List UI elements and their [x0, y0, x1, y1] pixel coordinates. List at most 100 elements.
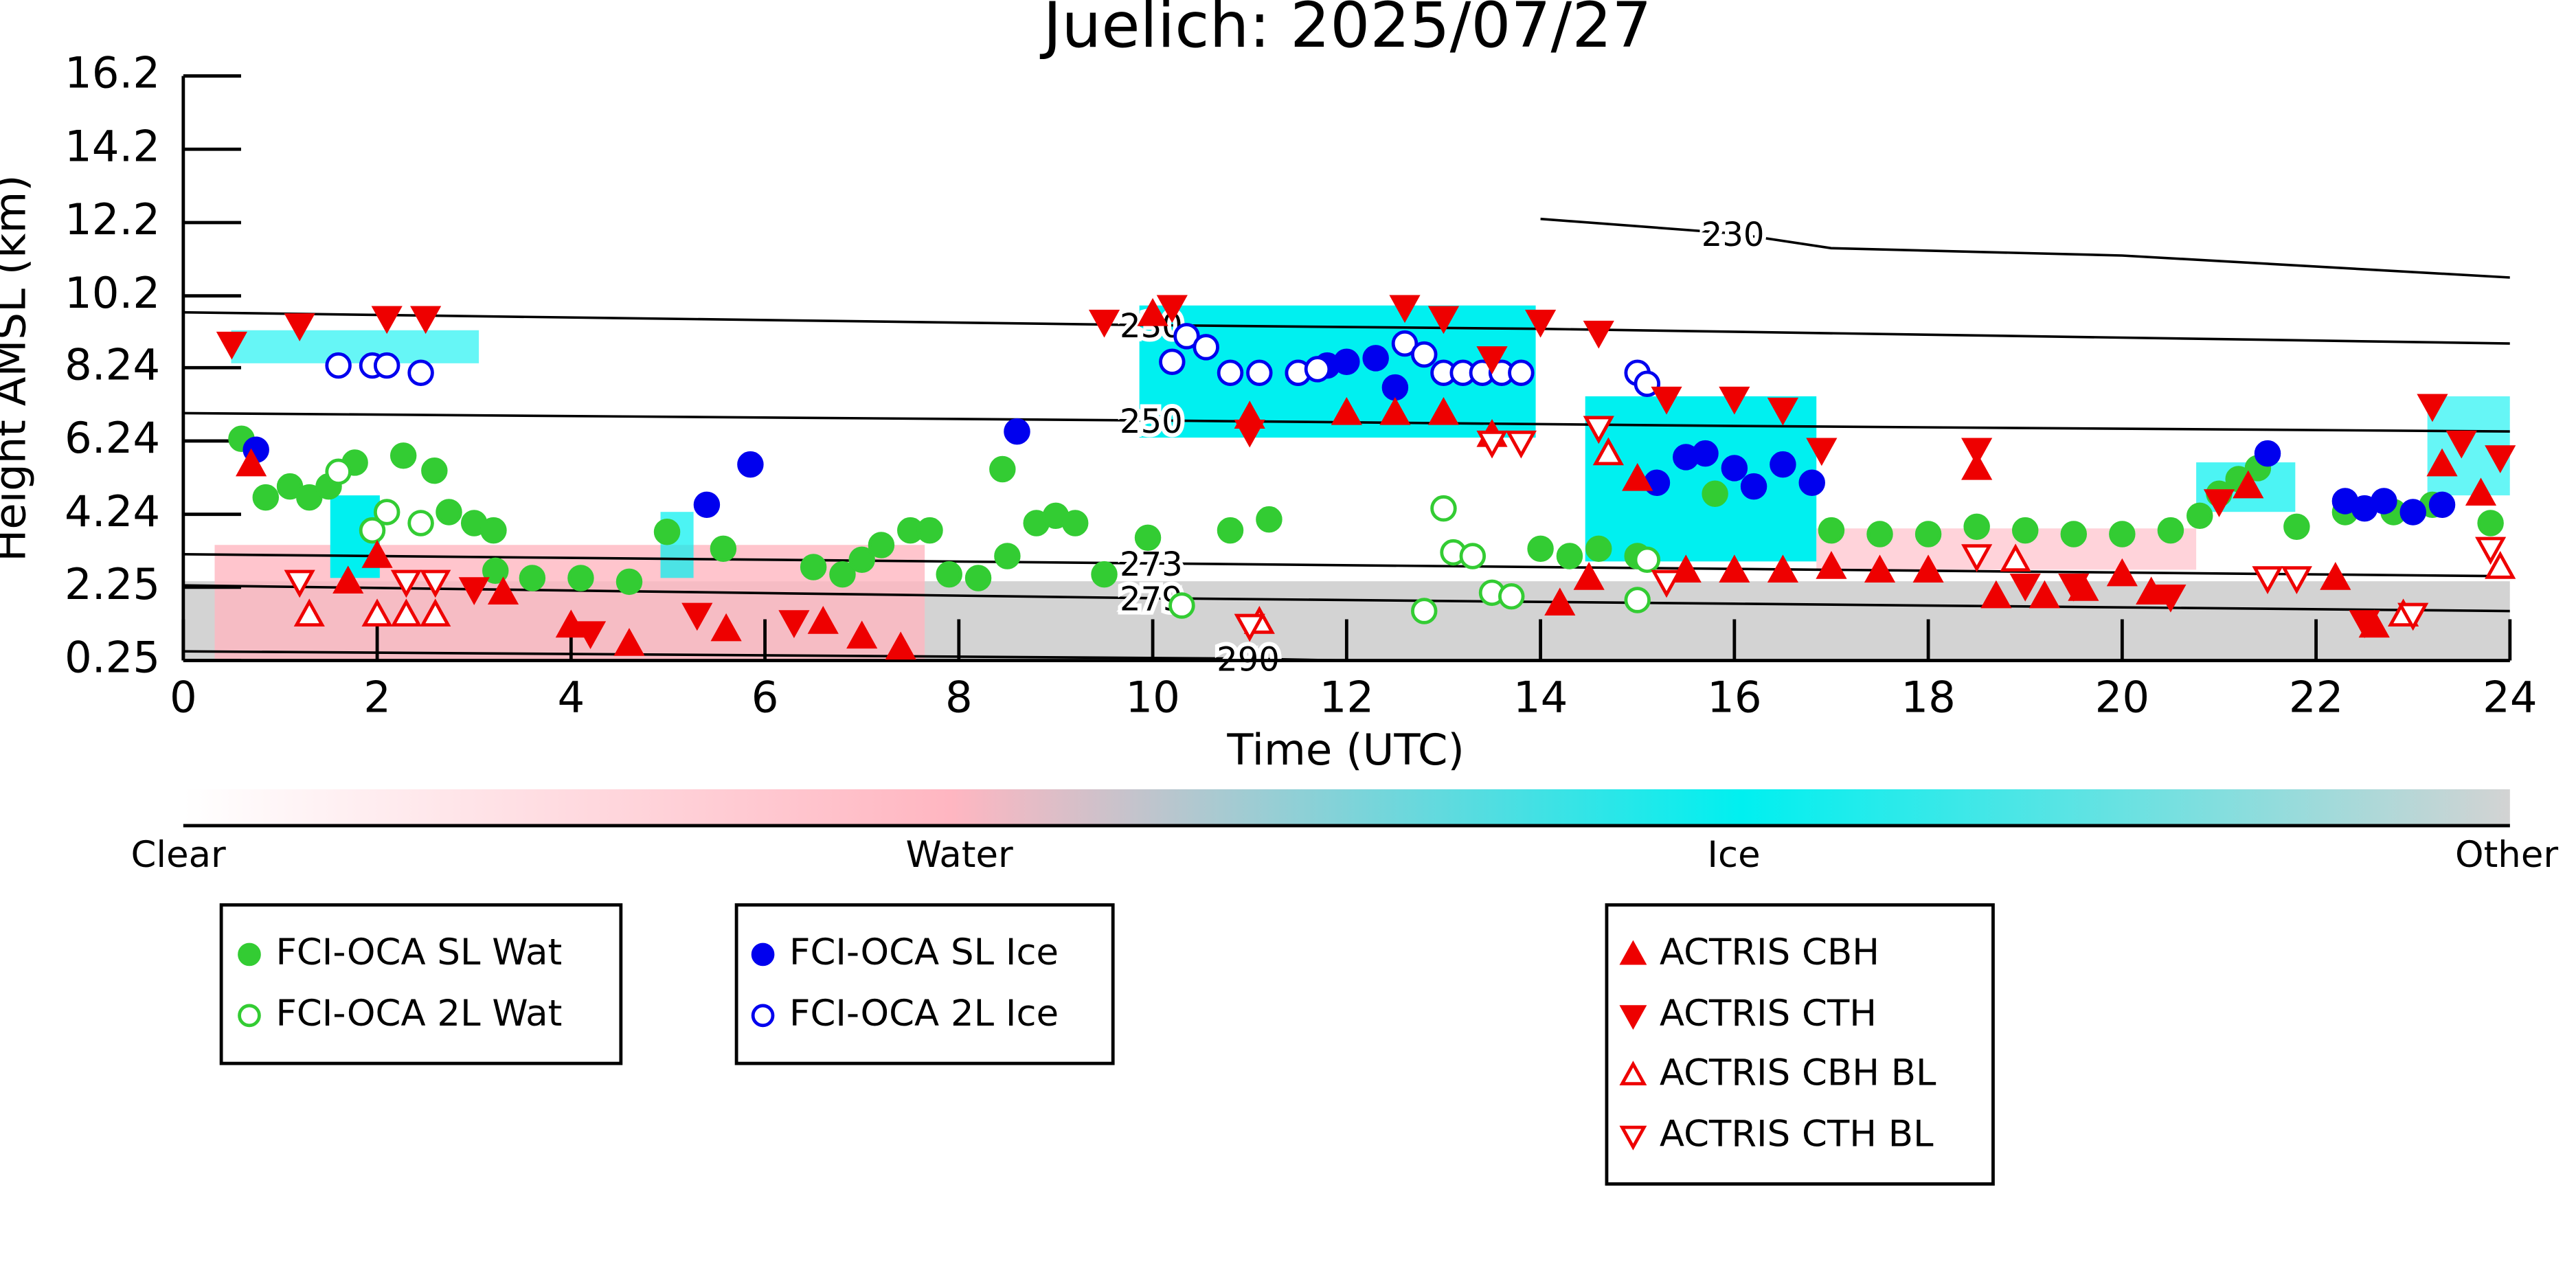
- point: [1091, 561, 1118, 588]
- point: [420, 569, 451, 598]
- colorbar-label: Ice: [1707, 834, 1760, 876]
- y-tick-label: 4.24: [65, 486, 160, 536]
- point: [458, 577, 490, 605]
- contour-label: 250: [1120, 403, 1183, 441]
- point: [936, 561, 962, 588]
- point: [710, 613, 742, 642]
- point: [1864, 554, 1896, 583]
- point: [1061, 510, 1089, 536]
- point: [2349, 610, 2380, 638]
- y-tick-label: 0.25: [65, 633, 160, 683]
- point: [2187, 502, 2213, 530]
- point: [1391, 330, 1419, 357]
- point: [1961, 438, 1993, 466]
- point: [1556, 543, 1583, 569]
- y-tick-label: 10.2: [65, 268, 160, 318]
- contour-label: 279: [1120, 580, 1183, 619]
- point: [1173, 323, 1200, 350]
- legend-label: ACTRIS CTH: [1660, 993, 1877, 1035]
- point: [1505, 430, 1537, 459]
- point: [1427, 396, 1460, 425]
- point: [964, 565, 992, 591]
- point: [482, 557, 509, 585]
- point: [778, 610, 810, 638]
- colorbar: [183, 789, 2510, 826]
- point: [284, 313, 315, 341]
- point: [2399, 499, 2426, 526]
- point: [2000, 543, 2031, 572]
- point: [325, 458, 352, 486]
- point: [389, 442, 417, 469]
- legend-marker: [1619, 1061, 1647, 1086]
- point: [390, 569, 422, 598]
- x-tick-label: 12: [1320, 672, 1375, 722]
- legend-label: FCI-OCA SL Wat: [275, 931, 562, 973]
- point: [1634, 546, 1661, 574]
- point: [1670, 554, 1702, 583]
- point: [1740, 473, 1767, 500]
- point: [1430, 495, 1457, 522]
- point: [1573, 562, 1605, 590]
- x-tick-label: 24: [2483, 672, 2538, 722]
- point: [1459, 543, 1487, 569]
- point: [1583, 416, 1614, 444]
- point: [480, 517, 507, 544]
- point: [710, 535, 737, 563]
- point: [1585, 535, 1612, 563]
- point: [1508, 359, 1535, 386]
- point: [1914, 521, 1942, 547]
- point: [407, 510, 434, 536]
- point: [1168, 592, 1195, 619]
- chart-title: Juelich: 2025/07/27: [1040, 0, 1652, 62]
- point: [2283, 513, 2310, 541]
- point: [848, 546, 875, 574]
- point: [994, 543, 1021, 569]
- point: [1137, 297, 1168, 326]
- point: [436, 499, 462, 526]
- point: [989, 455, 1016, 483]
- point: [2011, 517, 2039, 544]
- point: [1088, 309, 1120, 338]
- point: [1798, 469, 1825, 497]
- point: [737, 451, 764, 478]
- legend-box: [1605, 903, 1995, 1186]
- point: [2320, 562, 2351, 590]
- point: [359, 517, 386, 544]
- point: [1980, 580, 2012, 609]
- x-tick-label: 6: [752, 672, 779, 722]
- point: [293, 598, 325, 627]
- point: [1624, 587, 1651, 613]
- x-tick-label: 20: [2095, 672, 2150, 722]
- point: [1866, 521, 1893, 547]
- point: [1770, 451, 1796, 478]
- y-tick-label: 12.2: [65, 194, 160, 245]
- point: [1651, 569, 1682, 598]
- point: [1692, 440, 1719, 467]
- point: [693, 491, 721, 519]
- point: [1004, 418, 1030, 445]
- point: [1476, 430, 1508, 459]
- x-tick-label: 18: [1901, 672, 1956, 722]
- legend-marker: [238, 1004, 261, 1028]
- point: [1719, 386, 1750, 415]
- point: [1476, 346, 1508, 374]
- point: [1156, 295, 1188, 324]
- point: [1159, 348, 1186, 375]
- y-axis-label: Height AMSL (km): [0, 174, 35, 561]
- point: [1498, 583, 1525, 610]
- point: [567, 565, 594, 591]
- point: [1304, 356, 1331, 383]
- point: [1524, 309, 1557, 338]
- point: [1622, 462, 1653, 491]
- point: [373, 499, 400, 526]
- point: [1193, 334, 1219, 361]
- legend-marker: [1619, 940, 1647, 965]
- legend-marker: [1619, 1005, 1647, 1030]
- point: [361, 540, 393, 568]
- x-tick-label: 14: [1513, 672, 1568, 722]
- contour-label: 273: [1120, 545, 1183, 584]
- point: [1389, 295, 1421, 324]
- point: [2281, 566, 2312, 594]
- point: [613, 628, 645, 656]
